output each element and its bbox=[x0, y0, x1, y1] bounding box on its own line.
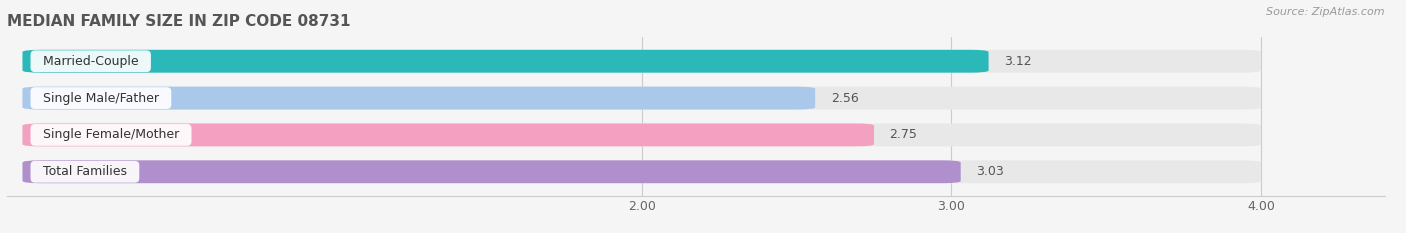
Text: MEDIAN FAMILY SIZE IN ZIP CODE 08731: MEDIAN FAMILY SIZE IN ZIP CODE 08731 bbox=[7, 14, 350, 29]
Text: Total Families: Total Families bbox=[35, 165, 135, 178]
FancyBboxPatch shape bbox=[22, 123, 1261, 146]
FancyBboxPatch shape bbox=[22, 50, 1261, 73]
Text: 2.56: 2.56 bbox=[831, 92, 859, 105]
Text: 3.12: 3.12 bbox=[1004, 55, 1032, 68]
FancyBboxPatch shape bbox=[22, 123, 875, 146]
FancyBboxPatch shape bbox=[22, 160, 960, 183]
Text: Single Female/Mother: Single Female/Mother bbox=[35, 128, 187, 141]
FancyBboxPatch shape bbox=[22, 87, 1261, 110]
Text: 2.75: 2.75 bbox=[890, 128, 917, 141]
Text: Married-Couple: Married-Couple bbox=[35, 55, 146, 68]
FancyBboxPatch shape bbox=[22, 160, 1261, 183]
FancyBboxPatch shape bbox=[22, 50, 988, 73]
Text: 3.03: 3.03 bbox=[976, 165, 1004, 178]
FancyBboxPatch shape bbox=[22, 87, 815, 110]
Text: Single Male/Father: Single Male/Father bbox=[35, 92, 167, 105]
Text: Source: ZipAtlas.com: Source: ZipAtlas.com bbox=[1267, 7, 1385, 17]
